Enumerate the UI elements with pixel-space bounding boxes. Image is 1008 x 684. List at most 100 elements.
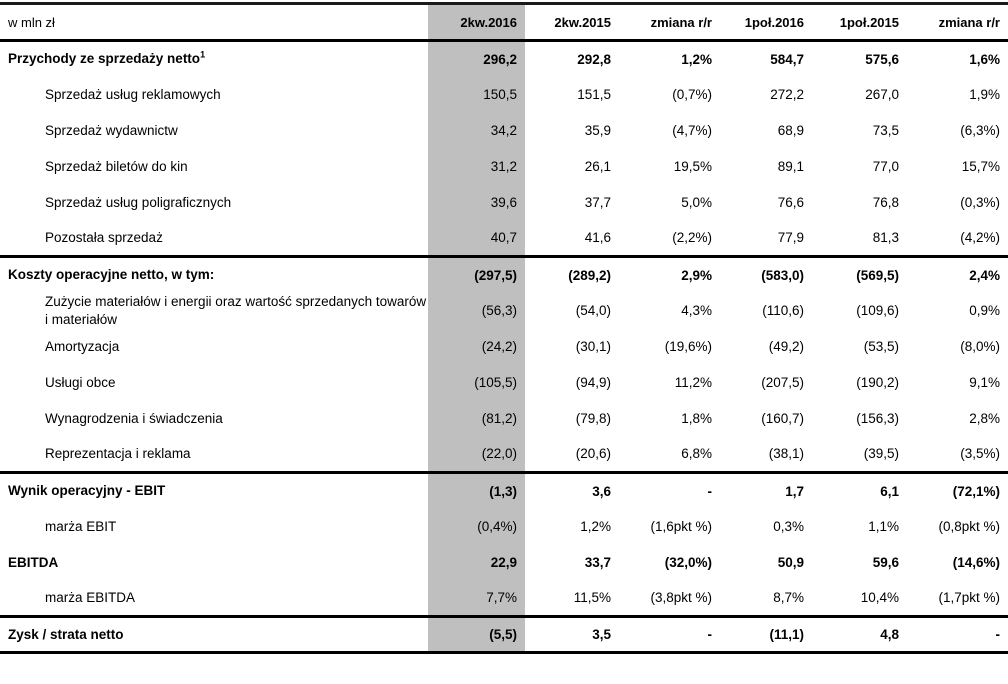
table-row: Amortyzacja (24,2) (30,1) (19,6%) (49,2) (53,… xyxy=(0,328,1008,365)
cell-value: 8,7% xyxy=(773,590,804,606)
table-row: Wynagrodzenia i świadczenia (81,2) (79,8) 1… xyxy=(0,400,1008,437)
table-row: Zużycie materiałów i energii oraz wartoś… xyxy=(0,292,1008,329)
col-header-zmiana-rr-h: zmiana r/r xyxy=(938,14,1000,30)
cell-value: 3,5 xyxy=(592,627,611,642)
cell-value: 1,7 xyxy=(785,483,804,499)
cell-value: 584,7 xyxy=(770,51,804,67)
cell-value: 4,8 xyxy=(880,627,899,642)
row-label: Przychody ze sprzedaży netto1 xyxy=(0,41,428,77)
cell-value: 10,4% xyxy=(860,590,899,606)
cell-value: (38,1) xyxy=(768,446,804,462)
cell-value: 11,2% xyxy=(674,375,712,390)
cell-value: (8,0%) xyxy=(960,339,1000,354)
col-header-2kw2015: 2kw.2015 xyxy=(554,14,611,30)
cell-value: 1,9% xyxy=(969,87,1000,102)
cell-value: (32,0%) xyxy=(664,555,712,570)
cell-value: 9,1% xyxy=(969,375,1000,390)
cell-value: (54,0) xyxy=(575,303,611,318)
cell-value: - xyxy=(995,627,1001,642)
col-header-zmiana-rr-q: zmiana r/r xyxy=(650,14,712,30)
cell-value: 41,6 xyxy=(584,230,611,246)
cell-value: 35,9 xyxy=(584,123,611,138)
unit-label: w mln zł xyxy=(8,14,55,30)
cell-value: 272,2 xyxy=(770,87,804,102)
table-body: Przychody ze sprzedaży netto1 296,2 292,8 1… xyxy=(0,40,1008,653)
cell-value: (72,1%) xyxy=(952,483,1000,499)
table-row: Przychody ze sprzedaży netto1 296,2 292,8 1… xyxy=(0,40,1008,77)
table-row: Wynik operacyjny - EBIT (1,3) 3,6 - 1,7 6,1 (7… xyxy=(0,472,1008,509)
table-row: EBITDA 22,9 33,7 (32,0%) 50,9 59,6 (14,6%) xyxy=(0,544,1008,581)
cell-value: (49,2) xyxy=(768,339,804,354)
cell-value: 6,8% xyxy=(681,446,712,462)
cell-value: (19,6%) xyxy=(664,339,712,354)
cell-value: 2,4% xyxy=(969,267,1000,283)
financial-results-table: w mln zł 2kw.2016 2kw.2015 zmiana r/r 1p… xyxy=(0,2,1008,654)
cell-value: 0,3% xyxy=(773,519,804,534)
cell-value: (3,8pkt %) xyxy=(650,590,712,606)
cell-value: (160,7) xyxy=(761,411,804,426)
cell-value: (3,5%) xyxy=(960,446,1000,462)
cell-value: (289,2) xyxy=(568,267,611,283)
row-label-text: Pozostała sprzedaż xyxy=(45,229,163,245)
row-label: Pozostała sprzedaż xyxy=(0,221,428,257)
cell-value: 33,7 xyxy=(584,555,611,570)
table-row: Usługi obce (105,5) (94,9) 11,2% (207,5) (190… xyxy=(0,364,1008,401)
cell-value: 77,9 xyxy=(777,230,804,246)
cell-value: (110,6) xyxy=(762,303,804,318)
cell-value: (569,5) xyxy=(856,267,899,283)
cell-value: 4,3% xyxy=(681,303,712,318)
cell-value: 292,8 xyxy=(577,51,611,67)
table-row: Zysk / strata netto (5,5) 3,5 - (11,1) 4,8 - xyxy=(0,616,1008,653)
cell-value: 2,8% xyxy=(969,411,1000,426)
cell-value: 34,2 xyxy=(428,112,525,149)
table-row: marża EBIT (0,4%) 1,2% (1,6pkt %) 0,3% 1,1% (0… xyxy=(0,508,1008,545)
cell-value: 11,5% xyxy=(573,590,611,606)
cell-value: 77,0 xyxy=(872,159,899,174)
cell-value: (0,3%) xyxy=(960,195,1000,210)
cell-value: (79,8) xyxy=(575,411,611,426)
cell-value: - xyxy=(707,483,713,499)
cell-value: 22,9 xyxy=(428,544,525,581)
cell-value: (6,3%) xyxy=(960,123,1000,138)
cell-value: (53,5) xyxy=(863,339,899,354)
cell-value: (2,2%) xyxy=(672,230,712,246)
cell-value: 0,9% xyxy=(969,303,1000,318)
row-label-text: Usługi obce xyxy=(45,374,116,390)
row-label-text: Sprzedaż usług poligraficznych xyxy=(45,194,232,210)
cell-value: (4,2%) xyxy=(960,230,1000,246)
footnote-marker: 1 xyxy=(200,49,206,60)
cell-value: 39,6 xyxy=(428,184,525,221)
row-label: marża EBIT xyxy=(0,509,428,545)
col-header-1pol2016: 1poł.2016 xyxy=(744,14,804,30)
row-label-text: Wynagrodzenia i świadczenia xyxy=(45,410,223,426)
row-label: Wynik operacyjny - EBIT xyxy=(0,473,428,509)
row-label-text: Wynik operacyjny - EBIT xyxy=(8,483,166,499)
cell-value: 37,7 xyxy=(584,195,611,210)
cell-value: 296,2 xyxy=(428,40,525,77)
cell-value: 76,6 xyxy=(777,195,804,210)
cell-value: 31,2 xyxy=(428,148,525,185)
cell-value: 7,7% xyxy=(428,580,525,617)
cell-value: 19,5% xyxy=(673,159,712,174)
cell-value: (297,5) xyxy=(428,256,525,293)
row-label: Zużycie materiałów i energii oraz wartoś… xyxy=(0,293,428,329)
row-label: EBITDA xyxy=(0,545,428,581)
row-label: marża EBITDA xyxy=(0,581,428,617)
cell-value: (105,5) xyxy=(428,364,525,401)
row-label-text: Reprezentacja i reklama xyxy=(45,445,191,461)
header-row: w mln zł 2kw.2016 2kw.2015 zmiana r/r 1p… xyxy=(0,3,1008,41)
cell-value: (56,3) xyxy=(428,292,525,329)
cell-value: (11,1) xyxy=(769,627,804,642)
row-label: Zysk / strata netto xyxy=(0,617,428,653)
cell-value: (0,4%) xyxy=(428,508,525,545)
cell-value: (20,6) xyxy=(575,446,611,462)
cell-value: (156,3) xyxy=(856,411,899,426)
cell-value: 15,7% xyxy=(961,159,1000,174)
cell-value: (14,6%) xyxy=(952,555,1000,570)
cell-value: (1,7pkt %) xyxy=(938,590,1000,606)
cell-value: 26,1 xyxy=(584,159,611,174)
cell-value: (22,0) xyxy=(428,436,525,473)
row-label: Koszty operacyjne netto, w tym: xyxy=(0,257,428,293)
row-label: Reprezentacja i reklama xyxy=(0,437,428,473)
row-label: Sprzedaż biletów do kin xyxy=(0,149,428,185)
